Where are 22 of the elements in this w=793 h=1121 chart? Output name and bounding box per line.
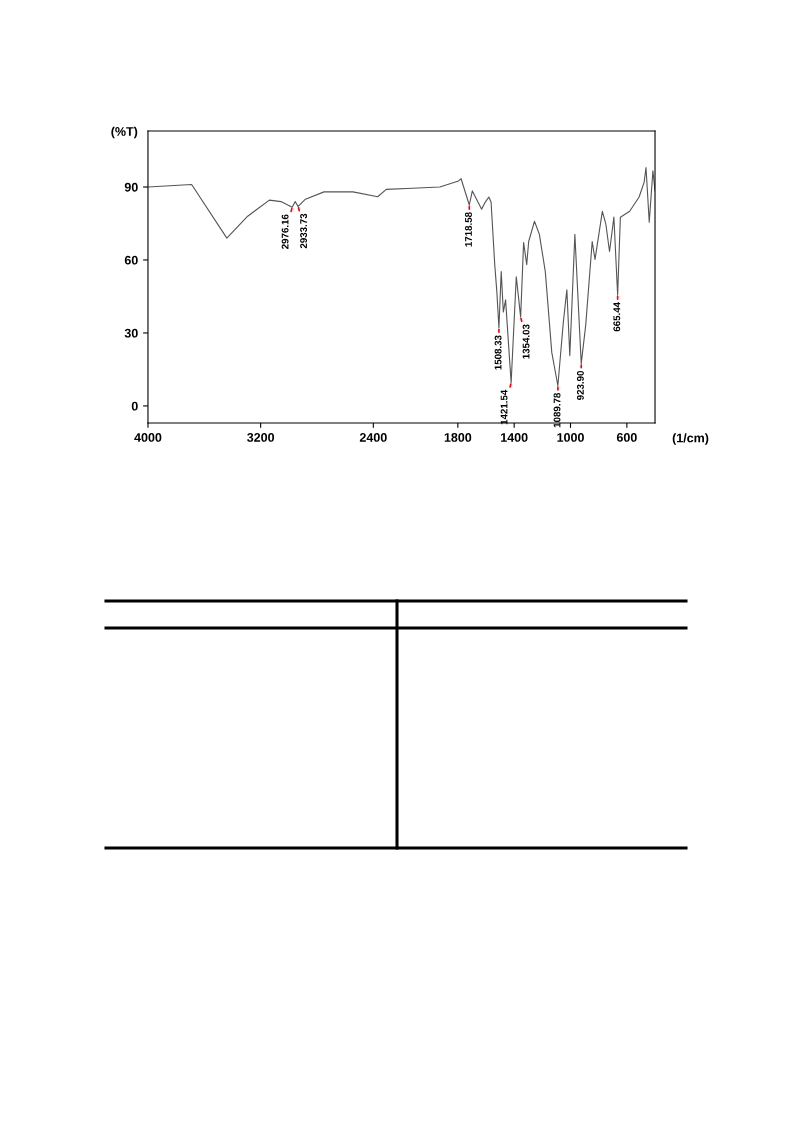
annotation: 1718.58 (465, 212, 472, 247)
annotation: 2933.73 (300, 213, 308, 249)
x-axis-title: (1/cm) (672, 433, 709, 445)
x-tick-label: 4000 (134, 433, 162, 442)
x-tick-label: 1000 (557, 433, 584, 442)
annotation: 1089.78 (553, 392, 561, 428)
y-tick-label: 60 (124, 255, 138, 265)
annotation: 923.90 (576, 370, 584, 400)
y-tick-label: 90 (124, 182, 138, 192)
x-tick-label: 1800 (444, 433, 472, 442)
x-tick-label: 600 (616, 433, 637, 442)
x-tick-label: 1400 (501, 433, 528, 442)
annotation: 2976.16 (281, 214, 289, 249)
annotation: 665.44 (613, 301, 621, 332)
y-tick-label: 30 (124, 328, 138, 338)
y-tick-label: 0 (131, 401, 138, 411)
y-axis-title: (%T) (111, 126, 138, 139)
x-tick-label: 2400 (359, 433, 387, 442)
annotation: 1354.03 (522, 324, 530, 359)
x-tick-label: 3200 (247, 433, 275, 442)
annotation: 1421.54 (500, 389, 508, 425)
annotation: 1508.33 (494, 335, 502, 370)
